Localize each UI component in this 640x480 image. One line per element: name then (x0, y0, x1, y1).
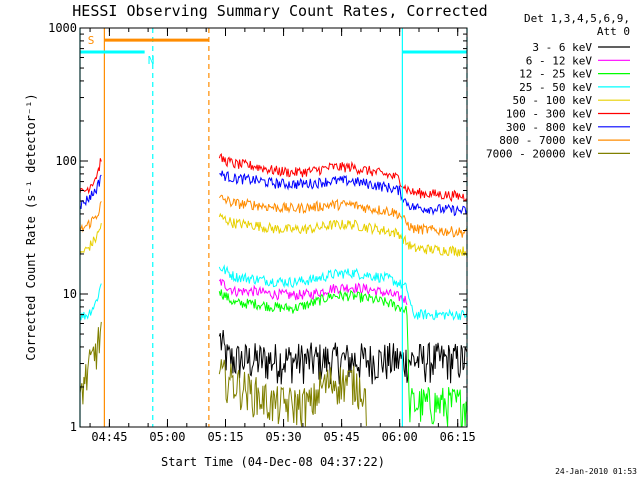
series-5 (79, 153, 468, 203)
y-tick-label: 100 (55, 154, 77, 168)
chart-title: HESSI Observing Summary Count Rates, Cor… (72, 2, 487, 20)
plot-frame (79, 27, 468, 428)
timestamp: 24-Jan-2010 01:53 (555, 467, 637, 476)
x-tick-label: 05:00 (149, 430, 185, 444)
legend-label-7: 800 - 7000 keV (499, 134, 592, 147)
legend-header-line-1: Det 1,3,4,5,6,9, (524, 12, 630, 25)
legend-label-2: 12 - 25 keV (519, 68, 592, 81)
legend-label-4: 50 - 100 keV (513, 94, 593, 107)
series-line (218, 278, 408, 305)
x-tick-label: 05:30 (265, 430, 301, 444)
legend-label-3: 25 - 50 keV (519, 81, 592, 94)
y-tick-label: 1000 (48, 21, 77, 35)
series-line (79, 153, 468, 203)
series-line (79, 212, 468, 258)
x-tick-label: 05:45 (324, 430, 360, 444)
y-tick-label: 10 (63, 287, 77, 301)
series-line (79, 194, 468, 238)
legend-label-1: 6 - 12 keV (526, 54, 593, 67)
series-4 (79, 212, 468, 258)
series-1 (218, 278, 408, 305)
y-tick-label: 1 (70, 420, 77, 434)
series-0 (218, 329, 468, 385)
x-axis-label: Start Time (04-Dec-08 04:37:22) (161, 455, 385, 469)
series-line (218, 329, 468, 385)
series-7 (79, 194, 468, 238)
series-2 (218, 289, 468, 427)
x-tick-label: 05:15 (207, 430, 243, 444)
legend-label-8: 7000 - 20000 keV (486, 147, 592, 160)
y-axis-label: Corrected Count Rate (s⁻¹ detector⁻¹) (24, 93, 38, 360)
x-tick-label: 06:15 (440, 430, 476, 444)
data-layer (79, 153, 468, 427)
x-tick-label: 06:00 (382, 430, 418, 444)
series-6 (79, 170, 468, 217)
series-line (79, 264, 468, 321)
x-tick-label: 04:45 (91, 430, 127, 444)
series-line (218, 289, 468, 427)
series-3 (79, 264, 468, 321)
series-line (79, 170, 468, 217)
axes-layer: 04:45 05:00 05:15 05:30 05:45 06:00 06:15 1 10 10… (48, 21, 476, 444)
legend-label-5: 100 - 300 keV (506, 108, 592, 121)
saa-label: S (88, 34, 95, 47)
legend-label-6: 300 - 800 keV (506, 121, 592, 134)
legend-header-line-2: Att 0 (597, 25, 630, 38)
legend-label-0: 3 - 6 keV (532, 41, 592, 54)
night-label: N (148, 54, 155, 67)
